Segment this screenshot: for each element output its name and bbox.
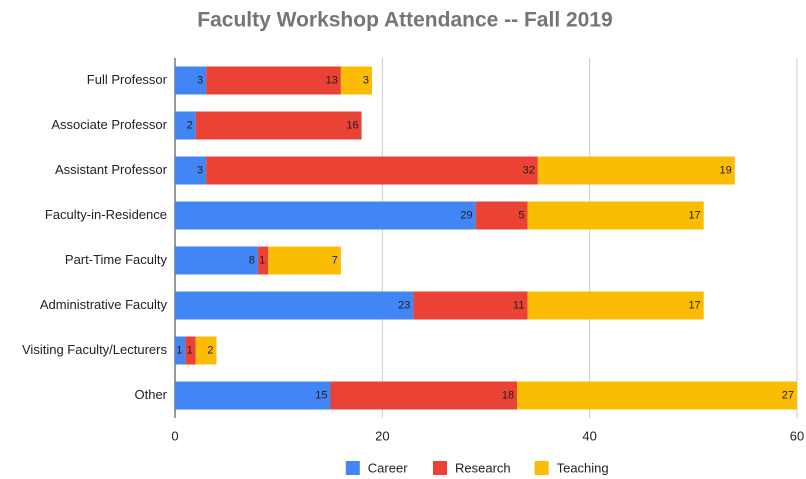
data-label: 2 bbox=[187, 119, 193, 131]
bar-segment bbox=[175, 201, 476, 230]
y-tick-label: Other bbox=[134, 387, 167, 402]
bar-segment bbox=[268, 246, 341, 275]
data-label: 1 bbox=[176, 344, 182, 356]
bar-segment bbox=[206, 156, 538, 185]
data-label: 8 bbox=[249, 254, 255, 266]
bar-segment bbox=[537, 156, 735, 185]
bar-segment bbox=[257, 246, 269, 275]
y-tick-label: Full Professor bbox=[87, 72, 168, 87]
bar-segment bbox=[175, 66, 207, 95]
y-tick-label: Visiting Faculty/Lecturers bbox=[22, 342, 167, 357]
data-label: 23 bbox=[398, 299, 410, 311]
data-label: 2 bbox=[207, 344, 213, 356]
data-label: 1 bbox=[187, 344, 193, 356]
y-tick-label: Associate Professor bbox=[51, 117, 167, 132]
bar-segment bbox=[175, 156, 207, 185]
chart-title: Faculty Workshop Attendance -- Fall 2019 bbox=[197, 9, 612, 32]
data-label: 5 bbox=[518, 209, 524, 221]
data-label: 18 bbox=[502, 389, 514, 401]
bar-segment bbox=[330, 381, 518, 410]
data-label: 16 bbox=[346, 119, 358, 131]
bar-segment bbox=[527, 201, 704, 230]
bar-segment bbox=[175, 111, 196, 140]
bar-segment bbox=[185, 336, 196, 365]
bar-segment bbox=[475, 201, 528, 230]
data-label: 29 bbox=[460, 209, 472, 221]
bar-segment bbox=[175, 336, 186, 365]
data-label: 27 bbox=[782, 389, 794, 401]
bar-segment bbox=[175, 381, 331, 410]
data-label: 11 bbox=[513, 299, 524, 311]
data-label: 19 bbox=[720, 164, 732, 176]
legend-swatch bbox=[433, 461, 447, 475]
bar-segment bbox=[175, 246, 258, 275]
bar-segment bbox=[206, 66, 341, 95]
bar-segment bbox=[413, 291, 528, 320]
bar-segment bbox=[517, 381, 797, 410]
bar-segment bbox=[175, 291, 414, 320]
legend-label: Research bbox=[455, 460, 511, 475]
y-tick-label: Administrative Faculty bbox=[40, 297, 168, 312]
data-label: 15 bbox=[315, 389, 327, 401]
legend-swatch bbox=[534, 461, 549, 475]
bar-segment bbox=[527, 291, 704, 320]
data-label: 17 bbox=[688, 299, 700, 311]
legend-swatch bbox=[345, 461, 360, 475]
x-tick-label: 40 bbox=[582, 428, 596, 443]
bar-segment bbox=[195, 111, 362, 140]
data-label: 3 bbox=[197, 164, 203, 176]
data-label: 3 bbox=[197, 74, 203, 86]
data-label: 17 bbox=[688, 209, 700, 221]
data-label: 7 bbox=[332, 254, 338, 266]
data-label: 3 bbox=[363, 74, 369, 86]
y-tick-label: Assistant Professor bbox=[55, 162, 168, 177]
data-label: 1 bbox=[259, 254, 265, 266]
x-tick-label: 20 bbox=[375, 428, 389, 443]
x-tick-label: 0 bbox=[171, 428, 178, 443]
y-tick-label: Part-Time Faculty bbox=[65, 252, 168, 267]
x-tick-label: 60 bbox=[790, 428, 804, 443]
data-label: 32 bbox=[523, 164, 535, 176]
data-label: 13 bbox=[326, 74, 338, 86]
legend-label: Career bbox=[368, 460, 408, 475]
y-tick-label: Faculty-in-Residence bbox=[45, 207, 167, 222]
legend-label: Teaching bbox=[557, 460, 609, 475]
bar-segment bbox=[340, 66, 372, 95]
bar-segment bbox=[195, 336, 217, 365]
